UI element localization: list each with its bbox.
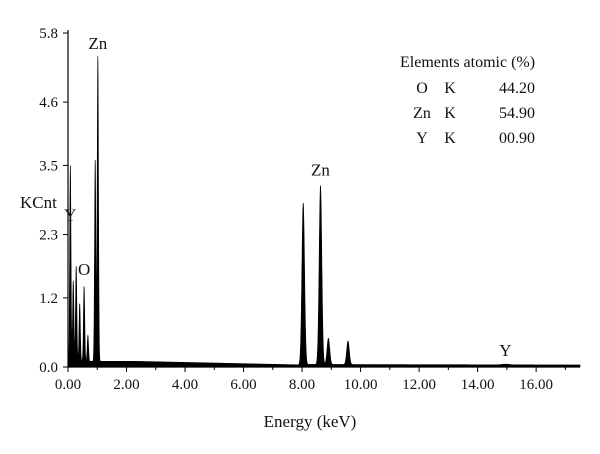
y-tick-label: 2.3	[39, 228, 58, 244]
spectrum-series	[67, 55, 581, 368]
x-tick-label: 0.00	[55, 377, 81, 393]
peak-labels: Y O Zn Zn Y	[64, 34, 511, 360]
table-element: Y	[416, 130, 428, 147]
y-axis-label: KCnt	[20, 193, 57, 212]
x-axis-label: Energy (keV)	[264, 412, 357, 431]
spectrum-area	[67, 55, 581, 368]
peak-label: Y	[499, 341, 511, 360]
x-tick-label: 6.00	[230, 377, 256, 393]
peak-label: Y	[64, 206, 76, 225]
peak-label: O	[78, 260, 90, 279]
table-line: K	[444, 130, 456, 147]
table-element: O	[416, 80, 428, 97]
x-tick-label: 4.00	[172, 377, 198, 393]
x-tick-label: 16.00	[519, 377, 553, 393]
x-tick-label: 8.00	[289, 377, 315, 393]
table-line: K	[444, 105, 456, 122]
table-element: Zn	[413, 105, 431, 122]
axes: 0.00 2.00 4.00 6.00 8.00 10.00 12.00 14.00 16.00…	[39, 26, 580, 393]
x-tick-label: 10.00	[344, 377, 378, 393]
table-value: 44.20	[499, 80, 535, 97]
y-tick-label: 5.8	[39, 26, 58, 42]
peak-label: Zn	[311, 161, 330, 180]
table-value: 54.90	[499, 105, 535, 122]
table-value: 00.90	[499, 130, 535, 147]
table-header: Elements atomic (%)	[400, 54, 535, 71]
y-tick-label: 3.5	[39, 158, 58, 174]
peak-label: Zn	[88, 34, 107, 53]
x-tick-label: 2.00	[113, 377, 139, 393]
y-tick-label: 4.6	[39, 95, 58, 111]
x-tick-label: 12.00	[402, 377, 436, 393]
y-tick-label: 0.0	[39, 360, 58, 376]
table-line: K	[444, 80, 456, 97]
x-tick-label: 14.00	[461, 377, 495, 393]
y-tick-label: 1.2	[39, 291, 58, 307]
